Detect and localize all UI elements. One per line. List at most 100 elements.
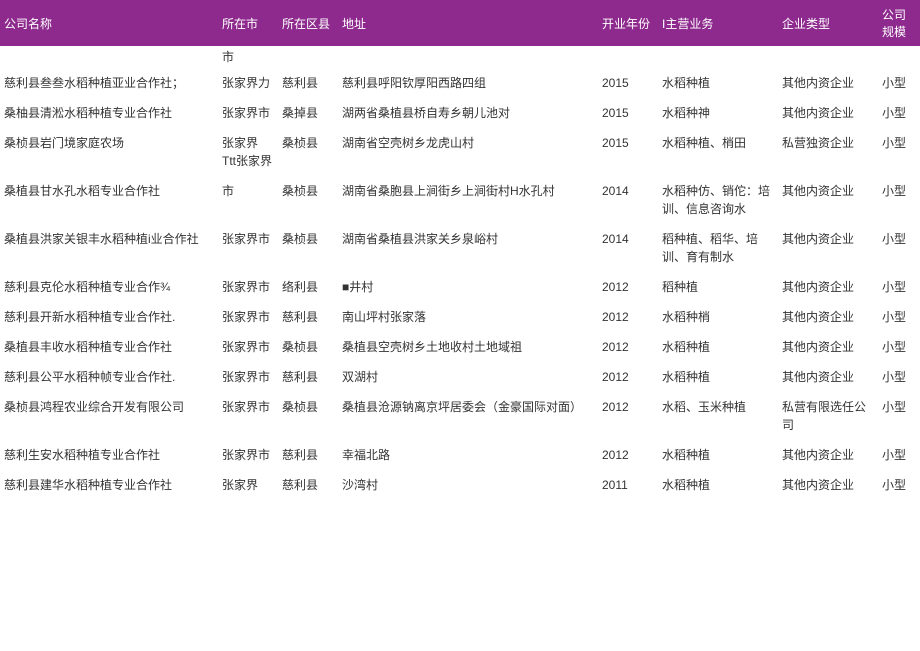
cell-county: 慈利县 <box>278 362 338 392</box>
cell-year: 2012 <box>598 272 658 302</box>
cell-address: 湖南省桑胞县上涧街乡上涧街村H水孔村 <box>338 176 598 224</box>
cell-business: 水稻种植、梢田 <box>658 128 778 176</box>
cell-type: 其他内资企业 <box>778 302 878 332</box>
cell-business: 水稻种神 <box>658 98 778 128</box>
cell-type: 其他内资企业 <box>778 332 878 362</box>
cell-company: 慈利县开新水稻种植专业合作社. <box>0 302 218 332</box>
table-body: 市慈利县叁叁水稻种植亚业合作社；张家界力慈利县慈利县呼阳钦厚阳西路四组2015水… <box>0 46 920 500</box>
col-header-city: 所在市 <box>218 0 278 46</box>
cell-city: 张家界 <box>218 470 278 500</box>
cell-scale: 小型 <box>878 224 920 272</box>
table-row: 桑植县甘水孔水稻专业合作社市桑桢县湖南省桑胞县上涧街乡上涧街村H水孔村2014水… <box>0 176 920 224</box>
cell <box>778 46 878 68</box>
cell-year: 2012 <box>598 332 658 362</box>
cell-business: 水稻种植 <box>658 362 778 392</box>
cell-scale: 小型 <box>878 440 920 470</box>
cell <box>878 46 920 68</box>
cell-county: 桑桢县 <box>278 128 338 176</box>
table-header-row: 公司名称 所在市 所在区县 地址 开业年份 I主营业务 企业类型 公司规模 <box>0 0 920 46</box>
cell <box>658 46 778 68</box>
table-row: 桑植县洪家关银丰水稻种植i业合作社张家界市桑桢县湖南省桑植县洪家关乡泉峪村201… <box>0 224 920 272</box>
cell-city: 张家界市 <box>218 332 278 362</box>
cell-year: 2015 <box>598 68 658 98</box>
col-header-type: 企业类型 <box>778 0 878 46</box>
cell-address: 湖两省桑植县桥自寿乡朝儿池对 <box>338 98 598 128</box>
cell-county: 慈利县 <box>278 68 338 98</box>
cell-company: 慈利县建华水稻种植专业合作社 <box>0 470 218 500</box>
cell-city: 张家界市 <box>218 302 278 332</box>
cell-county: 慈利县 <box>278 302 338 332</box>
company-table: 公司名称 所在市 所在区县 地址 开业年份 I主营业务 企业类型 公司规模 市慈… <box>0 0 920 500</box>
cell-year: 2012 <box>598 362 658 392</box>
cell <box>278 46 338 68</box>
cell-type: 其他内资企业 <box>778 470 878 500</box>
cell-business: 水稻种植 <box>658 470 778 500</box>
cell-county: 桑桢县 <box>278 176 338 224</box>
cell-company: 慈利县克伦水稻种植专业合作¾ <box>0 272 218 302</box>
cell-business: 水稻种仿、销佗：培训、信息咨询水 <box>658 176 778 224</box>
cell-business: 水稻种梢 <box>658 302 778 332</box>
cell-address: 桑植县空壳树乡土地收村土地域祖 <box>338 332 598 362</box>
table-row: 慈利县开新水稻种植专业合作社.张家界市慈利县南山坪村张家落2012水稻种梢其他内… <box>0 302 920 332</box>
cell-city: 张家界力 <box>218 68 278 98</box>
cell-year: 2014 <box>598 224 658 272</box>
cell-year: 2014 <box>598 176 658 224</box>
cell-company: 桑桢县鸿程农业综合开发有限公司 <box>0 392 218 440</box>
table-row: 慈利县建华水稻种植专业合作社张家界慈利县沙湾村2011水稻种植其他内资企业小型 <box>0 470 920 500</box>
cell-company: 慈利县叁叁水稻种植亚业合作社； <box>0 68 218 98</box>
table-row: 慈利县克伦水稻种植专业合作¾张家界市络利县■井村2012稻种植其他内资企业小型 <box>0 272 920 302</box>
cell-type: 其他内资企业 <box>778 68 878 98</box>
cell-scale: 小型 <box>878 332 920 362</box>
cell-scale: 小型 <box>878 302 920 332</box>
col-header-company: 公司名称 <box>0 0 218 46</box>
cell <box>0 46 218 68</box>
cell-address: 湖南省空壳树乡龙虎山村 <box>338 128 598 176</box>
cell-city: 张家界市 <box>218 392 278 440</box>
cell-scale: 小型 <box>878 272 920 302</box>
table-row: 慈利生安水稻种植专业合作社张家界市慈利县幸福北路2012水稻种植其他内资企业小型 <box>0 440 920 470</box>
cell-type: 其他内资企业 <box>778 440 878 470</box>
cell-business: 水稻、玉米种植 <box>658 392 778 440</box>
cell-city: 张家界市 <box>218 98 278 128</box>
cell-company: 桑植县洪家关银丰水稻种植i业合作社 <box>0 224 218 272</box>
cell-county: 慈利县 <box>278 440 338 470</box>
cell-address: 南山坪村张家落 <box>338 302 598 332</box>
col-header-address: 地址 <box>338 0 598 46</box>
cell-business: 水稻种植 <box>658 440 778 470</box>
table-row: 桑植县丰收水稻种植专业合作社张家界市桑桢县桑植县空壳树乡土地收村土地域祖2012… <box>0 332 920 362</box>
cell <box>338 46 598 68</box>
cell-company: 桑植县甘水孔水稻专业合作社 <box>0 176 218 224</box>
cell-county: 络利县 <box>278 272 338 302</box>
col-header-scale: 公司规模 <box>878 0 920 46</box>
cell-scale: 小型 <box>878 128 920 176</box>
col-header-county: 所在区县 <box>278 0 338 46</box>
cell-year: 2011 <box>598 470 658 500</box>
col-header-year: 开业年份 <box>598 0 658 46</box>
cell-company: 慈利生安水稻种植专业合作社 <box>0 440 218 470</box>
cell-address: 湖南省桑植县洪家关乡泉峪村 <box>338 224 598 272</box>
cell-company: 慈利县公平水稻种帧专业合作社. <box>0 362 218 392</box>
cell <box>598 46 658 68</box>
cell-year: 2012 <box>598 392 658 440</box>
cell-city: 张家界市 <box>218 362 278 392</box>
cell-business: 水稻种植 <box>658 332 778 362</box>
col-header-business: I主营业务 <box>658 0 778 46</box>
table-row: 桑桢县鸿程农业综合开发有限公司张家界市桑桢县桑植县沧源钠离京坪居委会（金豪国际对… <box>0 392 920 440</box>
cell-address: 双湖村 <box>338 362 598 392</box>
cell-address: 幸福北路 <box>338 440 598 470</box>
cell-type: 其他内资企业 <box>778 176 878 224</box>
cell-company: 桑桢县岩门境家庭农场 <box>0 128 218 176</box>
cell-city: 市 <box>218 176 278 224</box>
cell-address: 沙湾村 <box>338 470 598 500</box>
cell-type: 其他内资企业 <box>778 224 878 272</box>
cell-business: 稻种植、稻华、培训、育有制水 <box>658 224 778 272</box>
cell-business: 稻种植 <box>658 272 778 302</box>
cell-type: 其他内资企业 <box>778 362 878 392</box>
cell-type: 其他内资企业 <box>778 98 878 128</box>
table-row: 慈利县公平水稻种帧专业合作社.张家界市慈利县双湖村2012水稻种植其他内资企业小… <box>0 362 920 392</box>
table-row: 市 <box>0 46 920 68</box>
cell-type: 私营有限选任公司 <box>778 392 878 440</box>
cell-city: 张家界市 <box>218 224 278 272</box>
cell-company: 桑柚县清淞水稻种植专业合作社 <box>0 98 218 128</box>
cell-county: 桑桢县 <box>278 332 338 362</box>
